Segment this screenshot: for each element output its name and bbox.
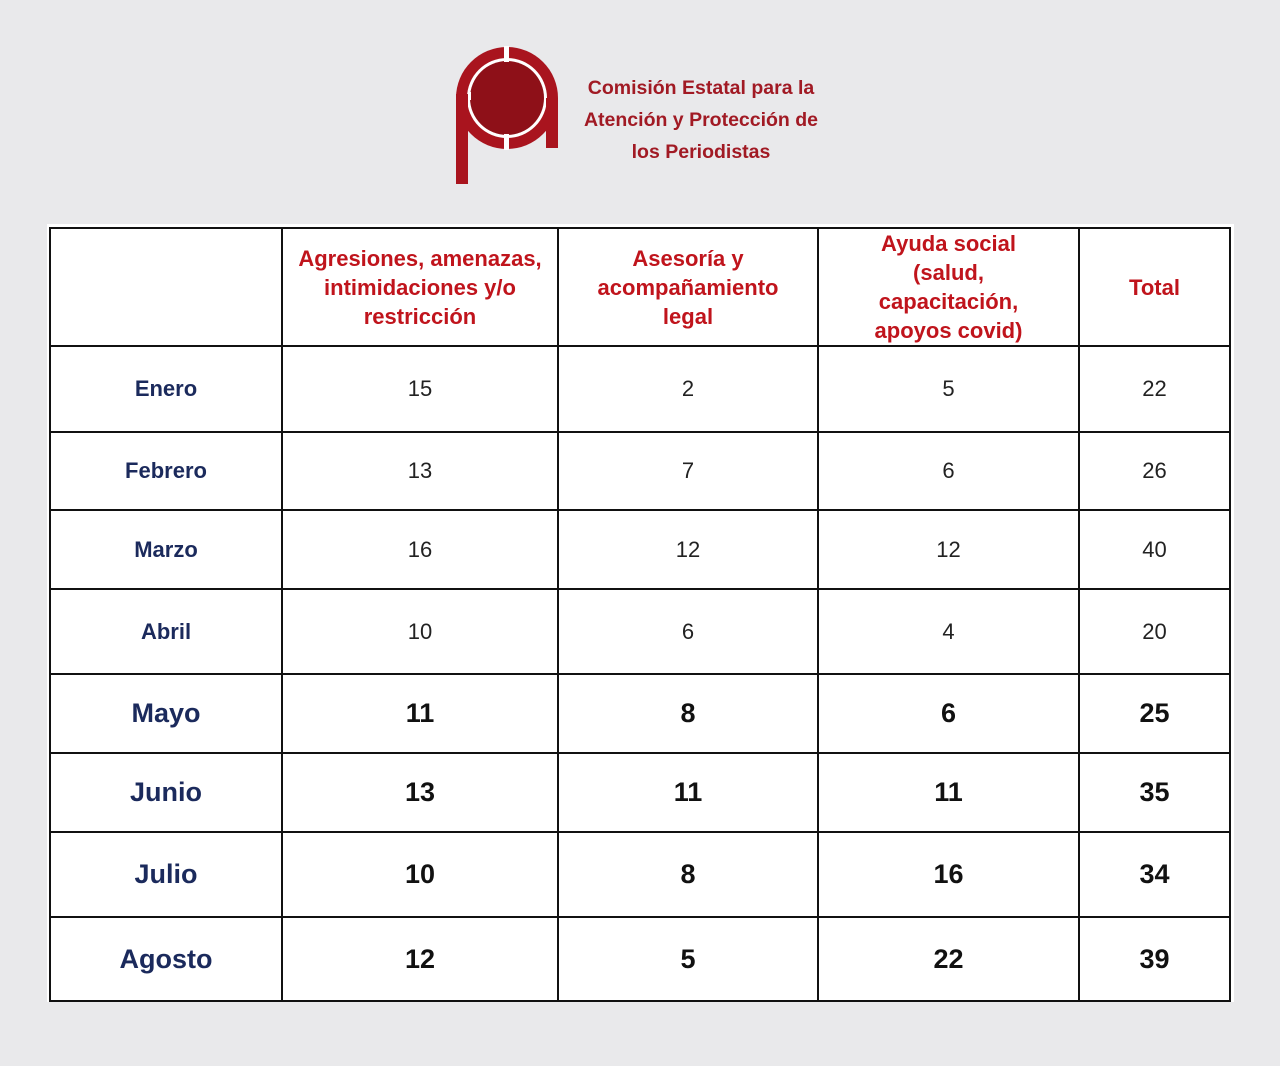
header-cell-ayuda-social: Ayuda social (salud, capacitación, apoyo… (817, 227, 1080, 347)
ayuda-cell: 22 (817, 916, 1080, 1002)
month-cell: Junio (49, 752, 283, 833)
total-cell: 39 (1078, 916, 1231, 1002)
table-row: Enero 15 2 5 22 (49, 345, 1231, 433)
organization-name: Comisión Estatal para la Atención y Prot… (570, 72, 832, 168)
total-cell: 26 (1078, 431, 1231, 511)
asesoria-cell: 12 (557, 509, 819, 590)
total-cell: 35 (1078, 752, 1231, 833)
org-name-line-3: los Periodistas (631, 141, 771, 163)
commission-logo (456, 46, 558, 184)
asesoria-cell: 6 (557, 588, 819, 675)
table-row: Junio 13 11 11 35 (49, 752, 1231, 833)
org-name-line-2: Atención y Protección de (583, 109, 819, 131)
ayuda-cell: 6 (817, 431, 1080, 511)
agresiones-cell: 13 (281, 752, 559, 833)
total-cell: 34 (1078, 831, 1231, 918)
asesoria-cell: 7 (557, 431, 819, 511)
ayuda-cell: 6 (817, 673, 1080, 754)
ayuda-cell: 12 (817, 509, 1080, 590)
total-cell: 25 (1078, 673, 1231, 754)
month-cell: Mayo (49, 673, 283, 754)
month-cell: Abril (49, 588, 283, 675)
month-cell: Febrero (49, 431, 283, 511)
month-cell: Enero (49, 345, 283, 433)
total-cell: 22 (1078, 345, 1231, 433)
agresiones-cell: 10 (281, 588, 559, 675)
table-row: Febrero 13 7 6 26 (49, 431, 1231, 511)
table-row: Marzo 16 12 12 40 (49, 509, 1231, 590)
agresiones-cell: 12 (281, 916, 559, 1002)
table-row: Julio 10 8 16 34 (49, 831, 1231, 918)
table-row: Agosto 12 5 22 39 (49, 916, 1231, 1002)
table-row: Abril 10 6 4 20 (49, 588, 1231, 675)
month-cell: Julio (49, 831, 283, 918)
asesoria-cell: 8 (557, 673, 819, 754)
page-header: Comisión Estatal para la Atención y Prot… (452, 46, 852, 186)
asesoria-cell: 2 (557, 345, 819, 433)
org-name-line-1: Comisión Estatal para la (587, 77, 815, 99)
total-cell: 20 (1078, 588, 1231, 675)
agresiones-cell: 10 (281, 831, 559, 918)
header-cell-asesoria: Asesoría y acompañamiento legal (557, 227, 819, 347)
agresiones-cell: 11 (281, 673, 559, 754)
month-cell: Agosto (49, 916, 283, 1002)
header-cell-month (49, 227, 283, 347)
table-row: Mayo 11 8 6 25 (49, 673, 1231, 754)
header-cell-total: Total (1078, 227, 1231, 347)
monthly-cases-table-panel: Agresiones, amenazas, intimidaciones y/o… (47, 224, 1234, 1002)
asesoria-cell: 11 (557, 752, 819, 833)
table-header-row: Agresiones, amenazas, intimidaciones y/o… (49, 227, 1231, 347)
agresiones-cell: 16 (281, 509, 559, 590)
monthly-cases-table: Agresiones, amenazas, intimidaciones y/o… (49, 227, 1231, 1002)
agresiones-cell: 15 (281, 345, 559, 433)
asesoria-cell: 8 (557, 831, 819, 918)
agresiones-cell: 13 (281, 431, 559, 511)
asesoria-cell: 5 (557, 916, 819, 1002)
header-cell-agresiones: Agresiones, amenazas, intimidaciones y/o… (281, 227, 559, 347)
ayuda-cell: 4 (817, 588, 1080, 675)
ayuda-cell: 11 (817, 752, 1080, 833)
ayuda-cell: 5 (817, 345, 1080, 433)
total-cell: 40 (1078, 509, 1231, 590)
month-cell: Marzo (49, 509, 283, 590)
ayuda-cell: 16 (817, 831, 1080, 918)
